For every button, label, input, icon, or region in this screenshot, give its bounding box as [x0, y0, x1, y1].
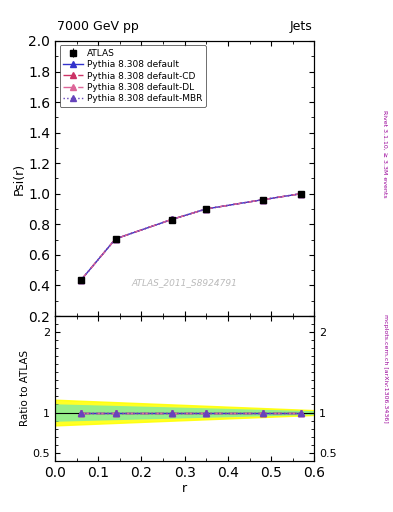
Pythia 8.308 default-MBR — [169, 217, 174, 223]
Pythia 8.308 default — [79, 277, 83, 283]
Pythia 8.308 default-MBR — [79, 277, 83, 283]
Line: Pythia 8.308 default-CD: Pythia 8.308 default-CD — [78, 191, 304, 283]
Pythia 8.308 default-DL — [113, 236, 118, 242]
Pythia 8.308 default — [169, 217, 174, 223]
Pythia 8.308 default — [260, 197, 265, 203]
Pythia 8.308 default-CD — [299, 190, 304, 197]
Line: Pythia 8.308 default-DL: Pythia 8.308 default-DL — [78, 191, 304, 283]
Pythia 8.308 default-CD — [113, 236, 118, 242]
Pythia 8.308 default-CD — [169, 217, 174, 223]
Text: Rivet 3.1.10, ≥ 3.3M events: Rivet 3.1.10, ≥ 3.3M events — [383, 110, 387, 198]
Pythia 8.308 default — [299, 190, 304, 197]
Pythia 8.308 default-DL — [299, 190, 304, 197]
Pythia 8.308 default-CD — [79, 277, 83, 283]
Pythia 8.308 default — [113, 236, 118, 242]
Line: Pythia 8.308 default: Pythia 8.308 default — [78, 191, 304, 283]
X-axis label: r: r — [182, 482, 187, 496]
Text: ATLAS_2011_S8924791: ATLAS_2011_S8924791 — [132, 279, 238, 288]
Text: mcplots.cern.ch [arXiv:1306.3436]: mcplots.cern.ch [arXiv:1306.3436] — [383, 314, 387, 423]
Y-axis label: Psi(r): Psi(r) — [12, 162, 25, 195]
Pythia 8.308 default — [204, 206, 209, 212]
Text: 7000 GeV pp: 7000 GeV pp — [57, 20, 139, 33]
Pythia 8.308 default-CD — [204, 206, 209, 212]
Pythia 8.308 default-MBR — [113, 236, 118, 242]
Pythia 8.308 default-DL — [260, 197, 265, 203]
Pythia 8.308 default-DL — [169, 217, 174, 223]
Line: Pythia 8.308 default-MBR: Pythia 8.308 default-MBR — [78, 191, 304, 283]
Text: Jets: Jets — [290, 20, 312, 33]
Pythia 8.308 default-DL — [79, 277, 83, 283]
Legend: ATLAS, Pythia 8.308 default, Pythia 8.308 default-CD, Pythia 8.308 default-DL, P: ATLAS, Pythia 8.308 default, Pythia 8.30… — [59, 46, 206, 106]
Y-axis label: Ratio to ATLAS: Ratio to ATLAS — [20, 350, 30, 426]
Pythia 8.308 default-MBR — [299, 190, 304, 197]
Pythia 8.308 default-DL — [204, 206, 209, 212]
Pythia 8.308 default-MBR — [204, 206, 209, 212]
Pythia 8.308 default-CD — [260, 197, 265, 203]
Pythia 8.308 default-MBR — [260, 197, 265, 203]
